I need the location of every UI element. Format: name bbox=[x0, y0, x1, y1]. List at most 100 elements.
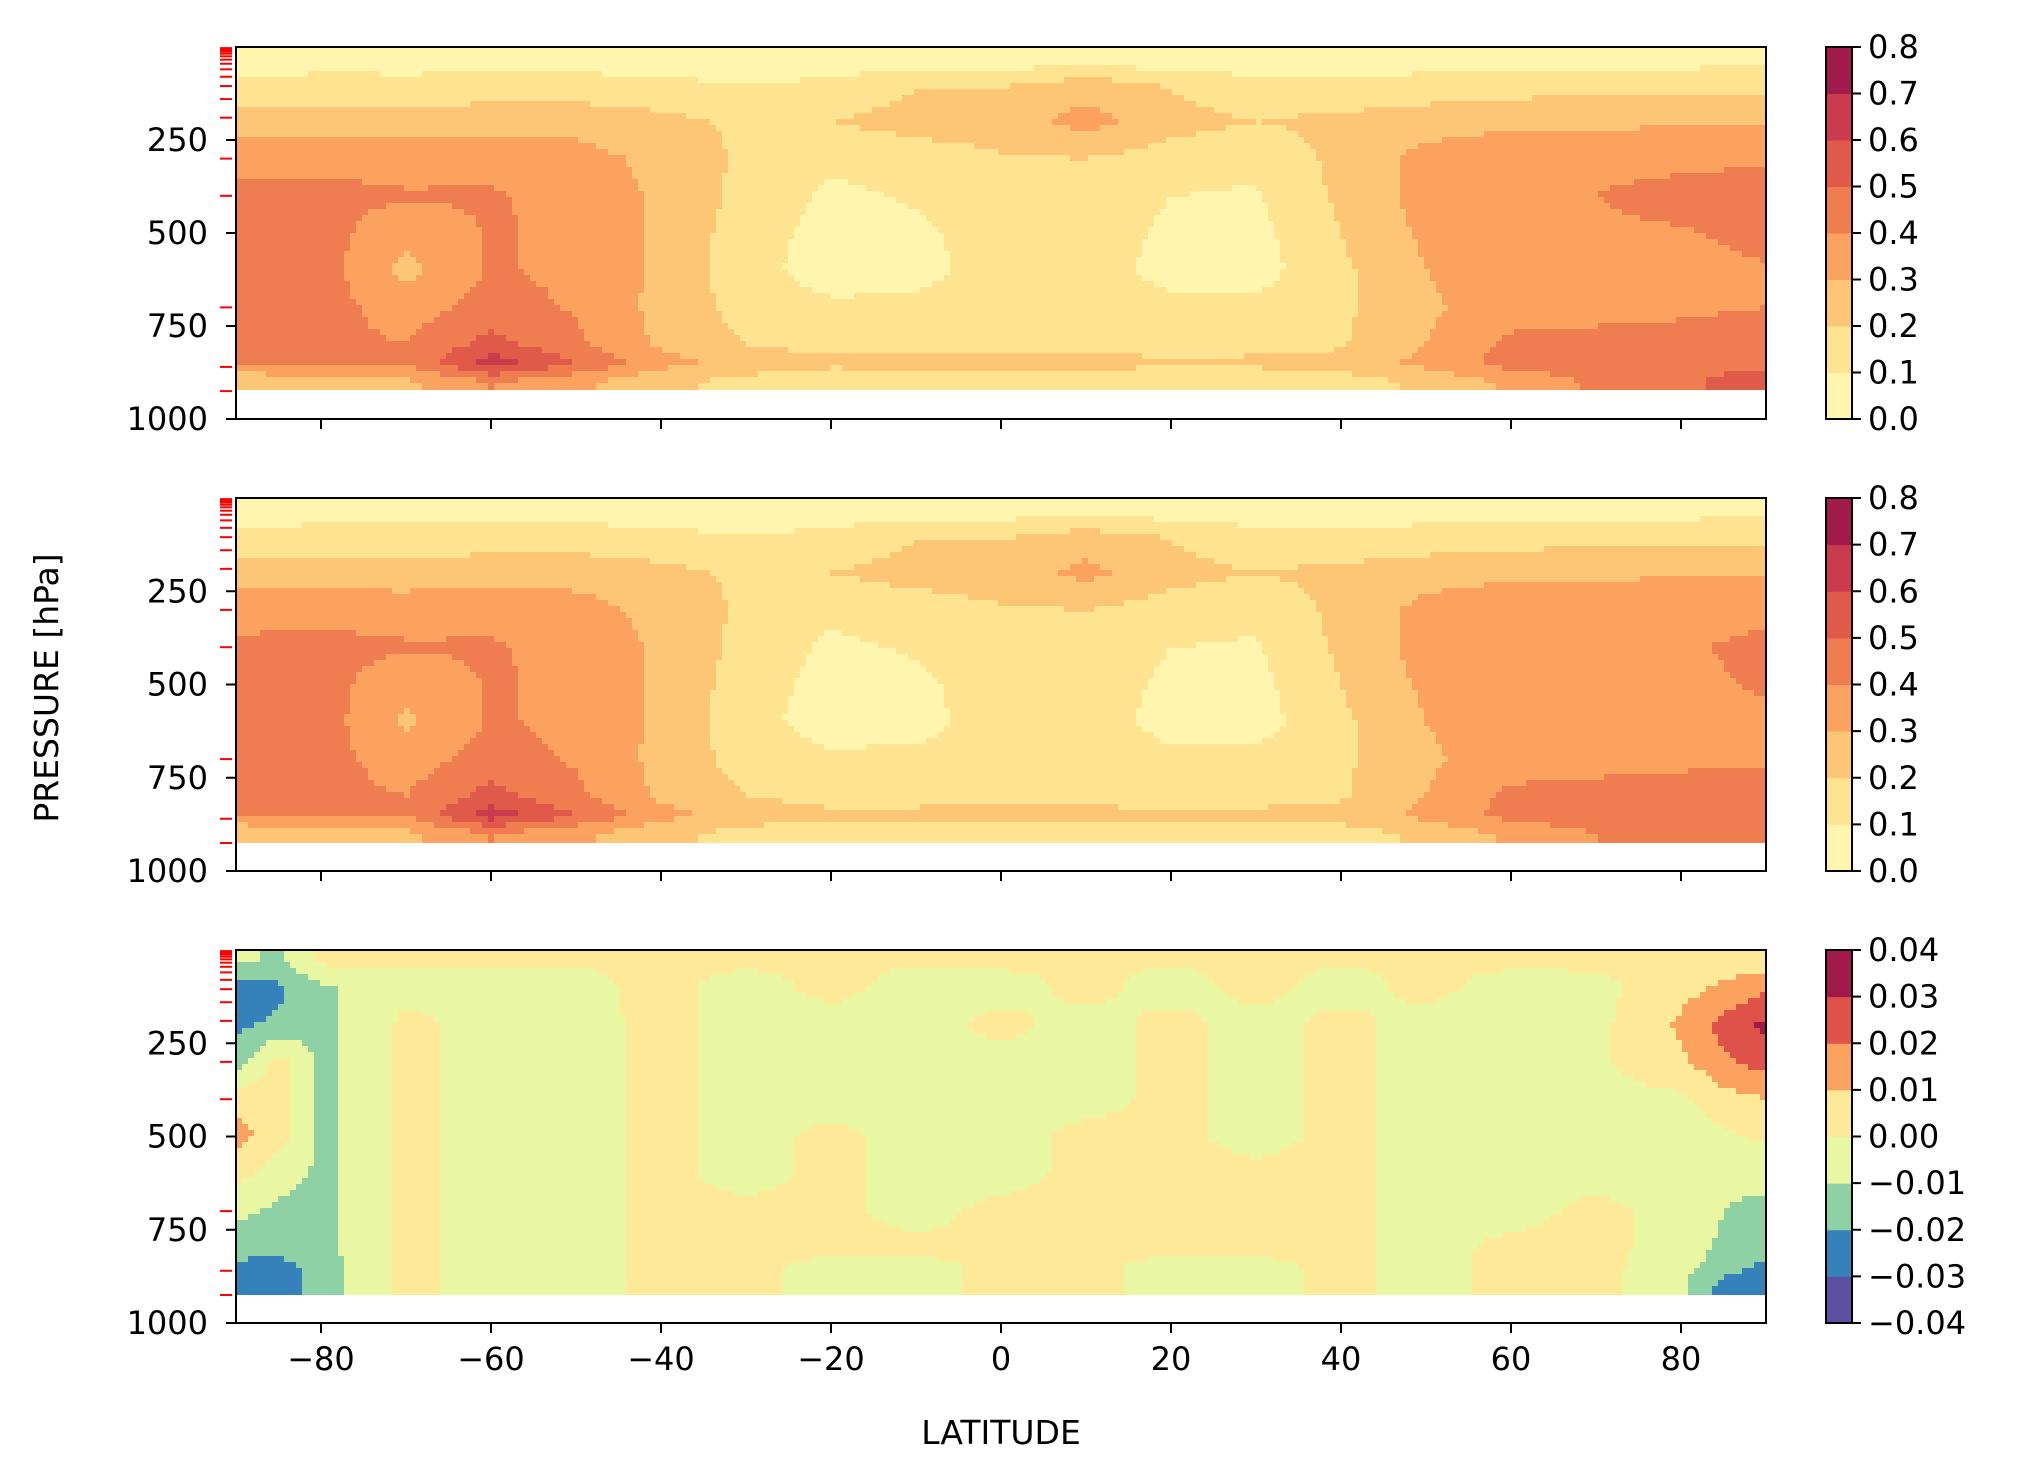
contour-cell bbox=[1310, 83, 1317, 90]
contour-cell bbox=[1178, 65, 1185, 72]
contour-cell bbox=[476, 77, 483, 84]
contour-cell bbox=[1226, 101, 1233, 108]
contour-cell bbox=[1334, 47, 1341, 54]
contour-cell bbox=[866, 47, 873, 54]
contour-cell bbox=[1610, 107, 1617, 114]
contour-cell bbox=[1226, 59, 1233, 66]
contour-cell bbox=[1532, 83, 1539, 90]
contour-cell bbox=[1022, 149, 1029, 156]
contour-cell bbox=[1418, 65, 1425, 72]
contour-cell bbox=[1268, 95, 1275, 102]
contour-cell bbox=[1604, 71, 1611, 78]
contour-cell bbox=[470, 47, 477, 54]
contour-cell bbox=[512, 119, 519, 126]
contour-cell bbox=[1304, 95, 1311, 102]
contour-cell bbox=[470, 53, 477, 60]
contour-cell bbox=[752, 83, 759, 90]
contour-cell bbox=[1130, 107, 1137, 114]
contour-cell bbox=[716, 143, 723, 150]
contour-cell bbox=[800, 53, 807, 60]
contour-cell bbox=[620, 119, 627, 126]
contour-cell bbox=[500, 119, 507, 126]
contour-cell bbox=[644, 131, 651, 138]
contour-cell bbox=[1400, 59, 1407, 66]
contour-cell bbox=[1748, 101, 1755, 108]
contour-cell bbox=[1070, 71, 1077, 78]
contour-cell bbox=[1334, 53, 1341, 60]
contour-cell bbox=[1580, 149, 1587, 156]
contour-cell bbox=[320, 161, 327, 168]
contour-cell bbox=[518, 131, 525, 138]
contour-cell bbox=[1640, 137, 1647, 144]
contour-cell bbox=[1358, 119, 1365, 126]
contour-cell bbox=[1436, 65, 1443, 72]
contour-cell bbox=[506, 83, 513, 90]
contour-cell bbox=[422, 59, 429, 66]
contour-cell bbox=[1250, 71, 1257, 78]
contour-cell bbox=[1082, 107, 1089, 114]
contour-cell bbox=[1598, 101, 1605, 108]
contour-cell bbox=[980, 59, 987, 66]
contour-cell bbox=[1418, 89, 1425, 96]
contour-cell bbox=[668, 143, 675, 150]
contour-cell bbox=[806, 161, 813, 168]
contour-cell bbox=[890, 65, 897, 72]
contour-cell bbox=[368, 161, 375, 168]
contour-cell bbox=[788, 77, 795, 84]
contour-cell bbox=[824, 47, 831, 54]
contour-cell bbox=[1712, 155, 1719, 162]
contour-cell bbox=[512, 137, 519, 144]
contour-cell bbox=[1538, 59, 1545, 66]
contour-cell bbox=[1652, 83, 1659, 90]
contour-cell bbox=[746, 101, 753, 108]
contour-cell bbox=[536, 53, 543, 60]
contour-cell bbox=[944, 77, 951, 84]
contour-cell bbox=[1754, 95, 1761, 102]
contour-cell bbox=[602, 137, 609, 144]
contour-cell bbox=[518, 149, 525, 156]
contour-cell bbox=[818, 107, 825, 114]
contour-cell bbox=[1544, 47, 1551, 54]
contour-cell bbox=[1424, 119, 1431, 126]
contour-cell bbox=[1550, 125, 1557, 132]
contour-cell bbox=[572, 95, 579, 102]
contour-cell bbox=[980, 71, 987, 78]
contour-cell bbox=[830, 149, 837, 156]
contour-cell bbox=[1088, 95, 1095, 102]
contour-cell bbox=[1274, 149, 1281, 156]
contour-cell bbox=[1628, 83, 1635, 90]
contour-cell bbox=[740, 125, 747, 132]
contour-cell bbox=[746, 77, 753, 84]
contour-cell bbox=[662, 47, 669, 54]
contour-cell bbox=[338, 101, 345, 108]
contour-cell bbox=[1256, 83, 1263, 90]
contour-cell bbox=[818, 77, 825, 84]
contour-cell bbox=[1298, 89, 1305, 96]
contour-cell bbox=[968, 113, 975, 120]
contour-cell bbox=[1256, 155, 1263, 162]
contour-cell bbox=[662, 59, 669, 66]
contour-cell bbox=[1742, 131, 1749, 138]
contour-cell bbox=[1388, 77, 1395, 84]
contour-cell bbox=[1346, 119, 1353, 126]
contour-cell bbox=[1406, 77, 1413, 84]
contour-cell bbox=[1748, 77, 1755, 84]
contour-cell bbox=[800, 131, 807, 138]
contour-cell bbox=[644, 143, 651, 150]
contour-cell bbox=[662, 77, 669, 84]
contour-cell bbox=[1274, 107, 1281, 114]
contour-cell bbox=[1178, 131, 1185, 138]
contour-cell bbox=[1442, 137, 1449, 144]
contour-cell bbox=[704, 77, 711, 84]
contour-cell bbox=[692, 53, 699, 60]
contour-cell bbox=[1028, 101, 1035, 108]
contour-cell bbox=[344, 143, 351, 150]
contour-cell bbox=[248, 65, 255, 72]
contour-cell bbox=[920, 47, 927, 54]
contour-cell bbox=[1286, 77, 1293, 84]
contour-cell bbox=[320, 77, 327, 84]
contour-cell bbox=[776, 149, 783, 156]
contour-cell bbox=[1718, 83, 1725, 90]
contour-cell bbox=[1058, 59, 1065, 66]
contour-cell bbox=[1544, 53, 1551, 60]
